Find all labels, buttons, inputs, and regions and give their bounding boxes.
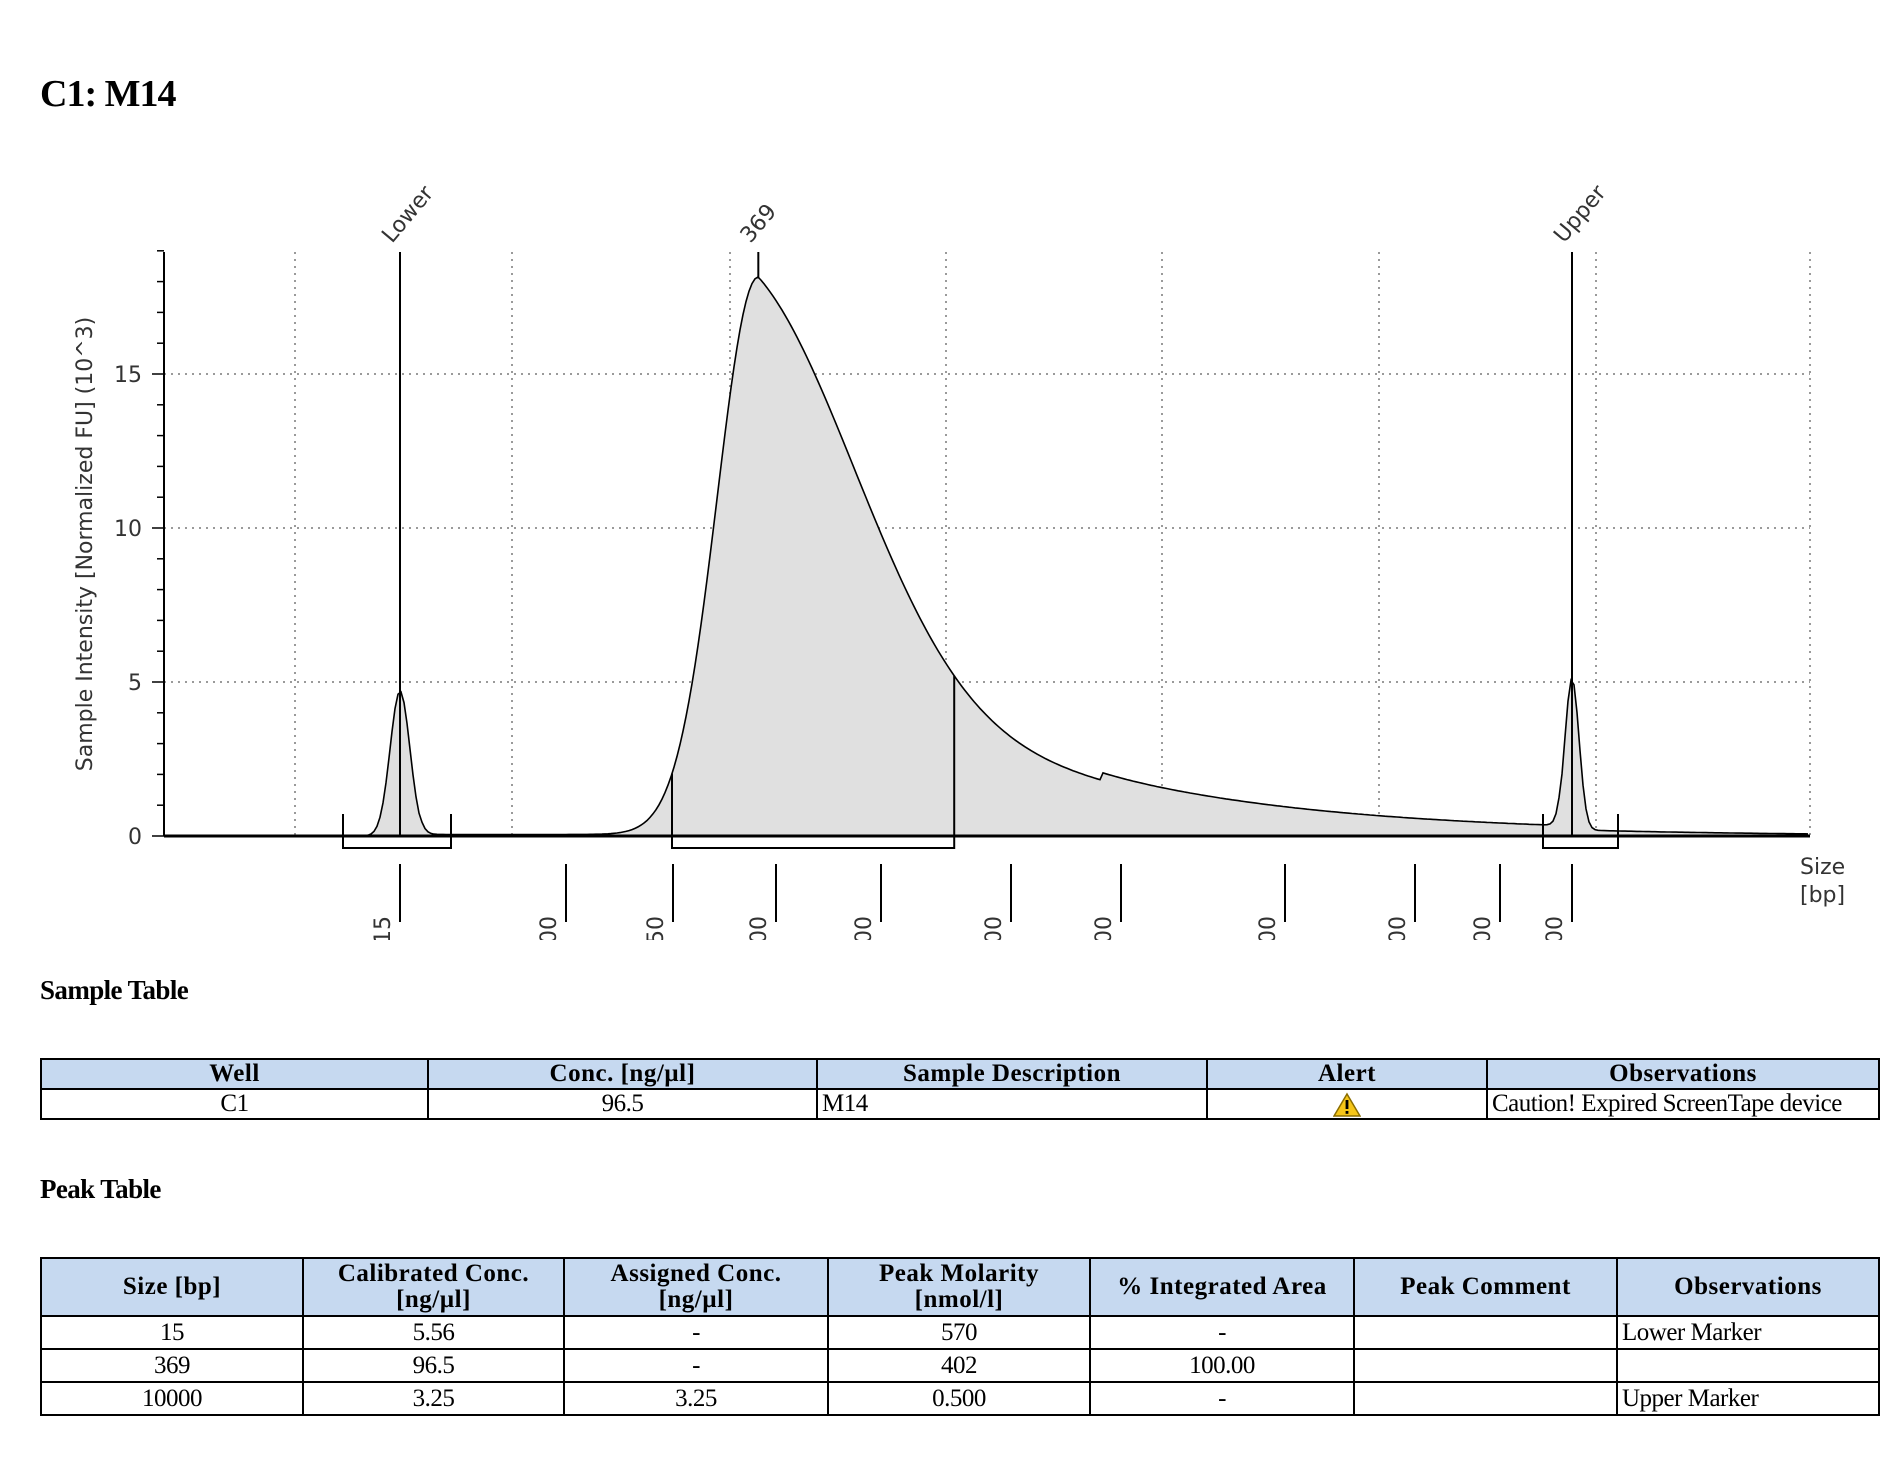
header-observations: Observations xyxy=(1486,1058,1880,1090)
observations-cell: Caution! Expired ScreenTape device xyxy=(1486,1087,1880,1121)
x-tick-label: 3500 xyxy=(1386,916,1411,940)
x-tick-label: 15 xyxy=(371,916,396,940)
sample-region xyxy=(671,675,956,849)
x-tick-label: 1000 xyxy=(982,916,1007,940)
header-observations: Observations xyxy=(1616,1257,1880,1317)
peak-label: Upper xyxy=(1549,180,1612,248)
calibrated-conc-cell: 3.25 xyxy=(302,1381,565,1416)
header-description: Sample Description xyxy=(816,1058,1208,1090)
peak-molarity-cell: 570 xyxy=(827,1315,1091,1350)
y-tick-label: 10 xyxy=(114,517,142,542)
integrated-area-cell: - xyxy=(1089,1315,1355,1350)
alert-cell xyxy=(1206,1087,1488,1121)
x-tick-label: 600 xyxy=(852,916,877,940)
grid-lines xyxy=(164,252,1811,836)
peak-table-title: Peak Table xyxy=(40,1174,161,1204)
peak-molarity-cell: 402 xyxy=(827,1348,1091,1383)
peak-label: 369 xyxy=(736,200,782,248)
header-assigned-conc: Assigned Conc. [ng/µl] xyxy=(563,1257,829,1317)
header-calibrated-conc: Calibrated Conc. [ng/µl] xyxy=(302,1257,565,1317)
x-tick-label: 1500 xyxy=(1092,916,1117,940)
peak-comment-cell xyxy=(1353,1381,1618,1416)
observations-cell xyxy=(1616,1348,1880,1383)
peak-comment-cell xyxy=(1353,1315,1618,1350)
x-tick-label: 100 xyxy=(537,916,562,940)
assigned-conc-cell: 3.25 xyxy=(563,1381,829,1416)
observations-cell: Lower Marker xyxy=(1616,1315,1880,1350)
warning-icon xyxy=(1332,1092,1362,1118)
axes xyxy=(152,250,1810,922)
header-calibrated-conc-text: Calibrated Conc. [ng/µl] xyxy=(337,1260,530,1313)
y-axis-label: Sample Intensity [Normalized FU] (10^3) xyxy=(73,317,98,772)
y-tick-label: 5 xyxy=(128,671,142,696)
sample-table: Well Conc. [ng/µl] Sample Description Al… xyxy=(40,1058,1880,1121)
header-well: Well xyxy=(40,1058,429,1090)
integrated-area-cell: 100.00 xyxy=(1089,1348,1355,1383)
header-peak-molarity: Peak Molarity [nmol/l] xyxy=(827,1257,1091,1317)
header-size: Size [bp] xyxy=(40,1257,304,1317)
y-tick-label: 0 xyxy=(128,825,142,850)
x-tick-label: 10000 xyxy=(1543,916,1568,940)
x-axis-label-unit: [bp] xyxy=(1800,883,1845,908)
peak-table: Size [bp] Calibrated Conc. [ng/µl] Assig… xyxy=(40,1257,1880,1416)
size-cell: 15 xyxy=(40,1315,304,1350)
size-cell: 10000 xyxy=(40,1381,304,1416)
x-axis-label: Size xyxy=(1800,855,1845,880)
header-assigned-conc-text: Assigned Conc. [ng/µl] xyxy=(610,1260,782,1313)
trace-area xyxy=(164,277,1810,836)
size-cell: 369 xyxy=(40,1348,304,1383)
x-tick-label: 250 xyxy=(644,916,669,940)
conc-cell: 96.5 xyxy=(427,1087,818,1121)
description-cell: M14 xyxy=(816,1087,1208,1121)
lower-marker-region xyxy=(342,814,452,849)
peak-molarity-cell: 0.500 xyxy=(827,1381,1091,1416)
assigned-conc-cell: - xyxy=(563,1315,829,1350)
header-peak-comment: Peak Comment xyxy=(1353,1257,1618,1317)
observations-cell: Upper Marker xyxy=(1616,1381,1880,1416)
integration-regions xyxy=(342,675,1619,849)
table-row: 369 96.5-402 100.00 xyxy=(40,1348,1880,1383)
assigned-conc-cell: - xyxy=(563,1348,829,1383)
trace-line xyxy=(164,275,1809,837)
table-row: 10000 3.25 3.25 0.500- Upper Marker xyxy=(40,1381,1880,1416)
header-conc: Conc. [ng/µl] xyxy=(427,1058,818,1090)
peak-comment-cell xyxy=(1353,1348,1618,1383)
table-row: C1 96.5 M14 Caution! Expired ScreenTape … xyxy=(40,1087,1880,1121)
sample-table-title: Sample Table xyxy=(40,975,189,1005)
x-tick-label: 5000 xyxy=(1471,916,1496,940)
x-tick-label: 400 xyxy=(747,916,772,940)
page-title: C1: M14 xyxy=(40,73,176,115)
well-cell: C1 xyxy=(40,1087,429,1121)
peak-label: Lower xyxy=(377,181,439,248)
header-integrated-area: % Integrated Area xyxy=(1089,1257,1355,1317)
header-alert: Alert xyxy=(1206,1058,1488,1090)
y-tick-label: 15 xyxy=(114,363,142,388)
calibrated-conc-cell: 96.5 xyxy=(302,1348,565,1383)
table-row: 15 5.56-570- Lower Marker xyxy=(40,1315,1880,1350)
electropherogram-chart: 0 5 10 15 Sample Intensity [Normalized FU] (… xyxy=(73,180,1845,940)
header-peak-molarity-text: Peak Molarity [nmol/l] xyxy=(879,1260,1039,1313)
integrated-area-cell: - xyxy=(1089,1381,1355,1416)
x-tick-label: 2500 xyxy=(1256,916,1281,940)
upper-marker-region xyxy=(1542,814,1619,849)
peak-markers xyxy=(399,252,1573,836)
calibrated-conc-cell: 5.56 xyxy=(302,1315,565,1350)
